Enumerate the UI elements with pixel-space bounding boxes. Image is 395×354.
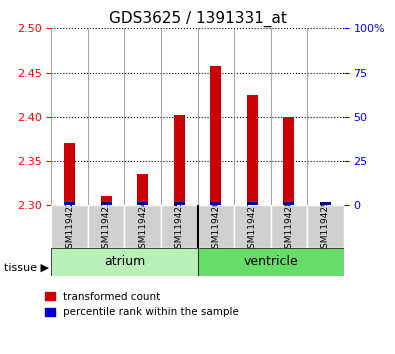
- Text: ventricle: ventricle: [243, 256, 298, 268]
- FancyBboxPatch shape: [124, 205, 161, 248]
- Text: GSM119426: GSM119426: [211, 199, 220, 254]
- Bar: [210, 202, 221, 205]
- FancyBboxPatch shape: [234, 205, 271, 248]
- Text: tissue ▶: tissue ▶: [4, 262, 49, 272]
- FancyBboxPatch shape: [161, 205, 198, 248]
- Bar: [174, 202, 185, 205]
- Text: GSM119424: GSM119424: [138, 199, 147, 254]
- Bar: [210, 67, 221, 205]
- Bar: [101, 196, 112, 205]
- FancyBboxPatch shape: [198, 248, 344, 276]
- Bar: [247, 95, 258, 205]
- FancyBboxPatch shape: [271, 205, 307, 248]
- Text: GSM119428: GSM119428: [284, 199, 293, 254]
- Title: GDS3625 / 1391331_at: GDS3625 / 1391331_at: [109, 11, 286, 27]
- Text: GSM119425: GSM119425: [175, 199, 184, 254]
- Bar: [283, 117, 294, 205]
- Text: GSM119427: GSM119427: [248, 199, 257, 254]
- Bar: [137, 174, 148, 205]
- FancyBboxPatch shape: [307, 205, 344, 248]
- Bar: [64, 143, 75, 205]
- FancyBboxPatch shape: [88, 205, 124, 248]
- Bar: [101, 202, 112, 205]
- Text: GSM119429: GSM119429: [321, 199, 330, 254]
- Text: GSM119423: GSM119423: [102, 199, 111, 254]
- Bar: [320, 202, 331, 205]
- FancyBboxPatch shape: [51, 205, 88, 248]
- Bar: [137, 202, 148, 205]
- Legend: transformed count, percentile rank within the sample: transformed count, percentile rank withi…: [45, 292, 239, 317]
- FancyBboxPatch shape: [51, 248, 198, 276]
- Bar: [174, 115, 185, 205]
- Bar: [64, 202, 75, 205]
- Bar: [320, 202, 331, 205]
- Text: atrium: atrium: [104, 256, 145, 268]
- FancyBboxPatch shape: [198, 205, 234, 248]
- Bar: [247, 202, 258, 205]
- Bar: [283, 202, 294, 205]
- Text: GSM119422: GSM119422: [65, 199, 74, 254]
